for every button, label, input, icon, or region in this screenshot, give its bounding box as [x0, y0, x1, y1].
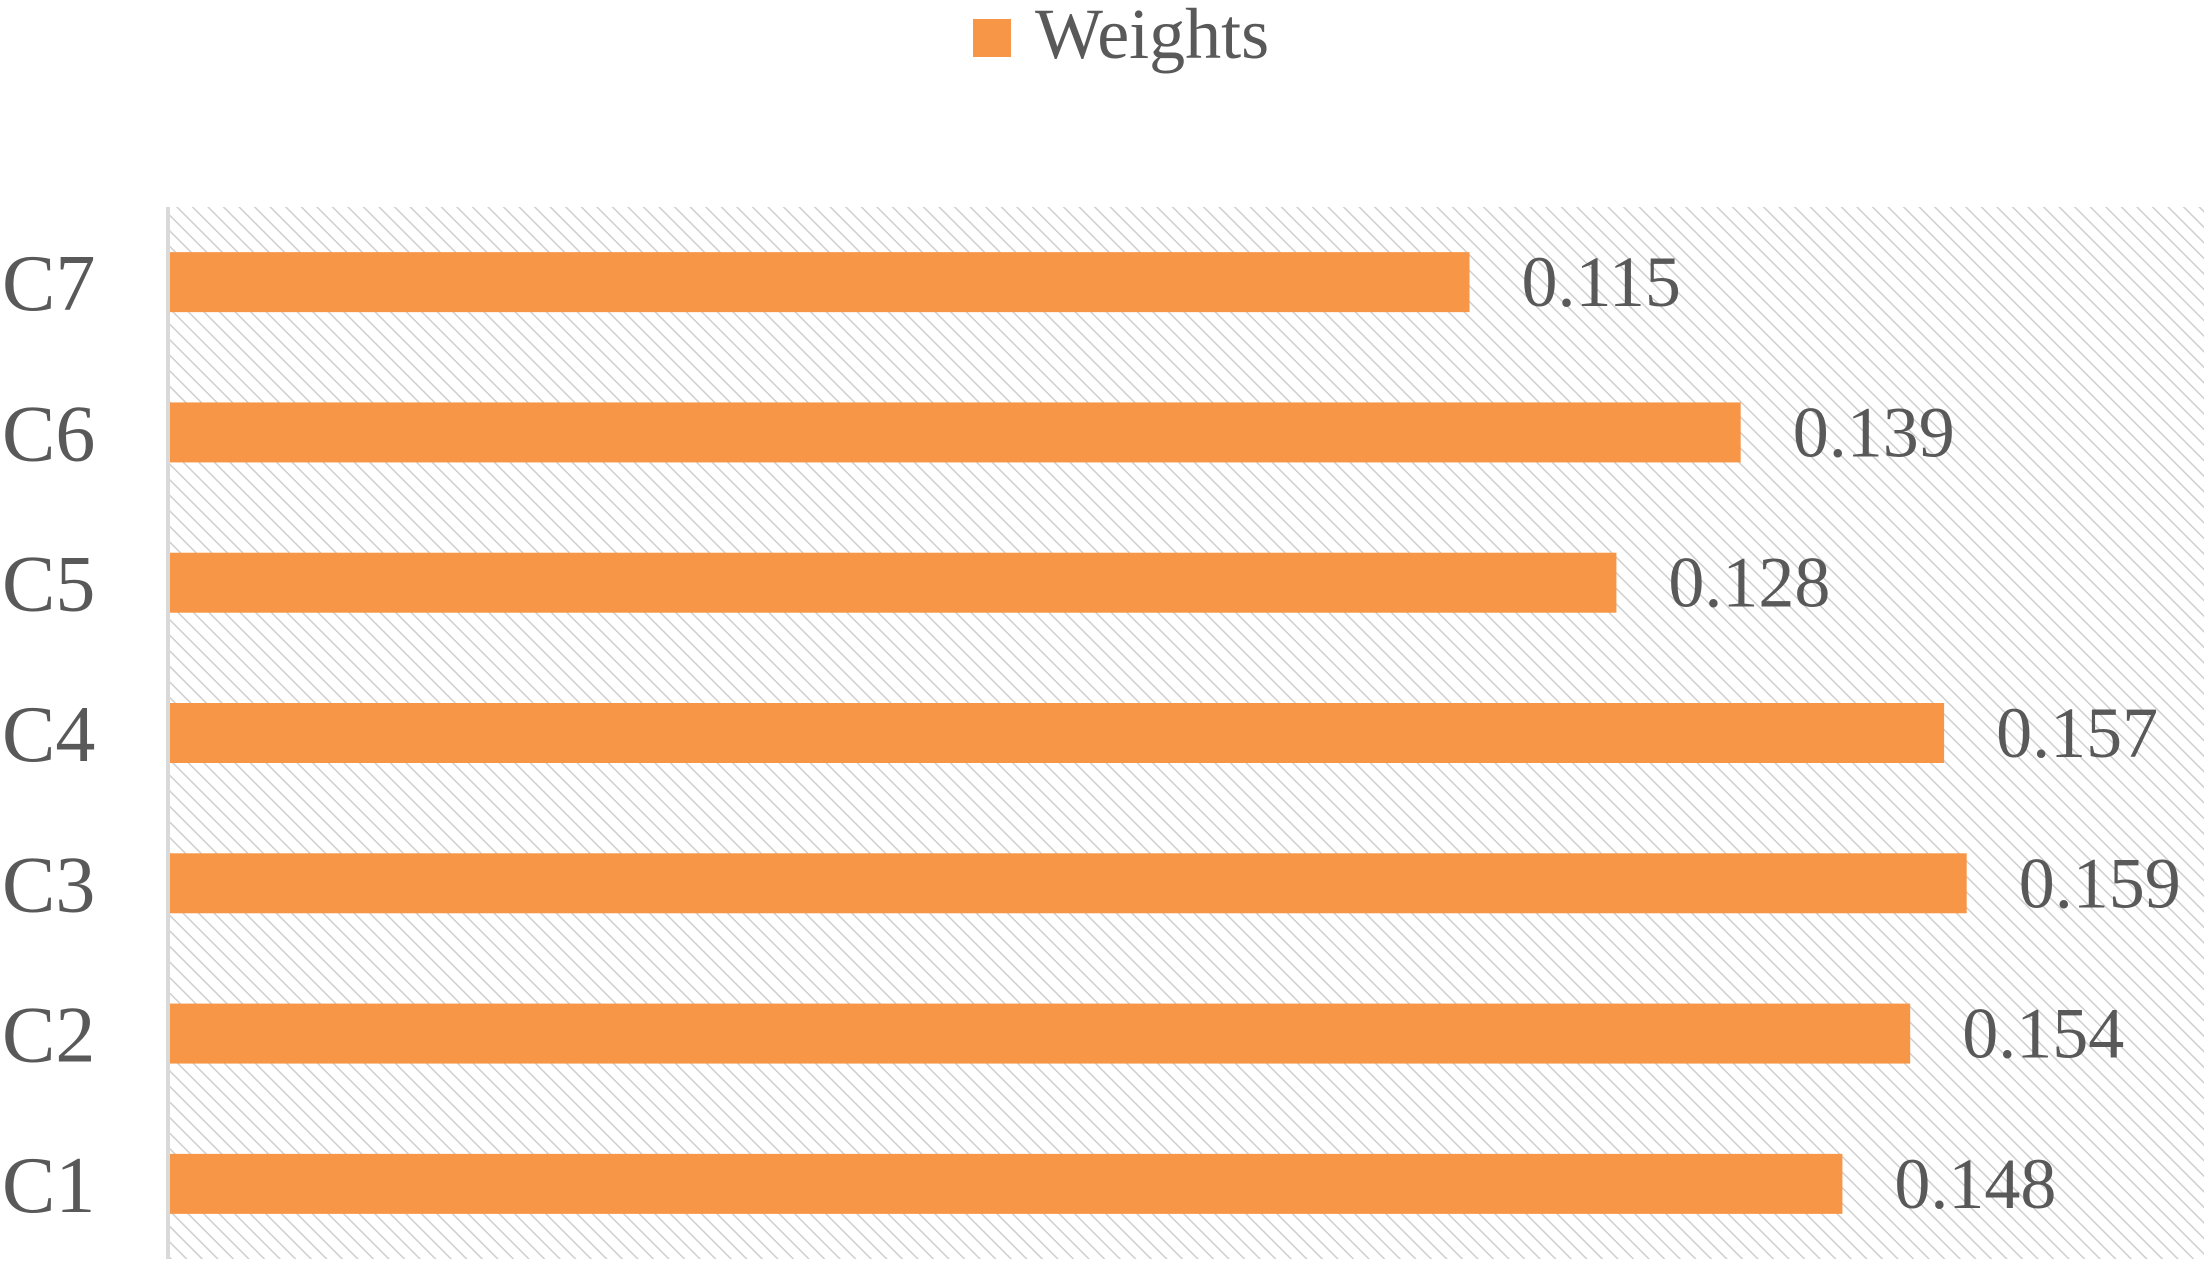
- bar-c5: [170, 552, 1617, 613]
- value-label-c3: 0.159: [2019, 843, 2181, 923]
- value-labels-group: 0.148 0.154 0.159 0.157 0.128 0.139 0.115: [1522, 242, 2181, 1224]
- y-tick-label-c1: C1: [2, 1142, 95, 1230]
- value-label-c1: 0.148: [1894, 1144, 2056, 1224]
- value-label-c5: 0.128: [1668, 543, 1830, 623]
- legend-label: Weights: [1035, 0, 1269, 74]
- value-label-c7: 0.115: [1522, 242, 1681, 322]
- value-label-c6: 0.139: [1793, 392, 1955, 472]
- bar-c3: [170, 853, 1967, 914]
- y-tick-labels-group: C1 C2 C3 C4 C5 C6 C7: [2, 240, 95, 1230]
- bar-c6: [170, 402, 1741, 463]
- bar-c1: [170, 1153, 1843, 1214]
- value-label-c2: 0.154: [1962, 994, 2124, 1074]
- bar-c7: [170, 252, 1470, 313]
- y-tick-label-c3: C3: [2, 841, 95, 929]
- bar-c4: [170, 703, 1945, 763]
- value-label-c4: 0.157: [1996, 693, 2158, 773]
- y-tick-label-c7: C7: [2, 240, 95, 328]
- bars-group: [170, 252, 1967, 1214]
- legend-swatch: [973, 19, 1011, 57]
- y-tick-label-c5: C5: [2, 541, 95, 629]
- y-tick-label-c6: C6: [2, 390, 95, 478]
- legend: Weights: [973, 0, 1269, 74]
- bar-c2: [170, 1003, 1911, 1064]
- y-tick-label-c2: C2: [2, 992, 95, 1080]
- y-tick-label-c4: C4: [2, 691, 95, 779]
